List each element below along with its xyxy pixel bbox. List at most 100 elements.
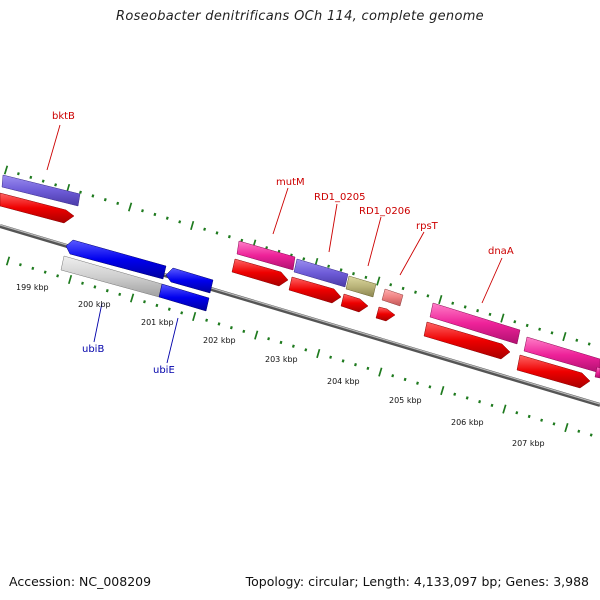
tick-bottom-minor-32: [403, 377, 407, 382]
leader-rpsT: [399, 231, 425, 276]
tick-bottom-major-45: [564, 423, 569, 433]
leader-ubiB: [93, 302, 103, 343]
gene-ubiE-arrow[interactable]: [165, 267, 214, 294]
tick-bottom-minor-11: [143, 300, 146, 304]
tick-top-minor-2: [29, 175, 33, 180]
tick-bottom-minor-33: [416, 381, 419, 385]
tick-bottom-minor-27: [341, 359, 345, 363]
tick-top-minor-14: [178, 220, 182, 224]
tick-top-minor-17: [215, 231, 219, 235]
label-RD1_0205: RD1_0205: [314, 192, 365, 203]
tick-bottom-major-30: [378, 367, 383, 377]
tick-top-minor-36: [451, 301, 455, 305]
tick-top-minor-8: [103, 197, 107, 202]
gene-rpsT-arrow[interactable]: [375, 306, 396, 322]
tick-top-minor-27: [339, 268, 343, 272]
tick-top-minor-26: [327, 264, 331, 268]
kbp-label-200: 200 kbp: [78, 300, 111, 309]
leader-mutM: [272, 187, 289, 235]
tick-bottom-minor-13: [167, 307, 171, 311]
leader-dnaA: [481, 257, 503, 304]
gene-track-bottom: [60, 239, 214, 312]
tick-bottom-major-20: [254, 330, 259, 340]
tick-top-minor-44: [550, 331, 554, 335]
gene-labels: bktB mutM RD1_0205 RD1_0206 rpsT dnaA ub…: [52, 111, 514, 376]
tick-top-minor-43: [538, 327, 542, 331]
tick-top-minor-41: [513, 320, 517, 324]
tick-top-minor-19: [240, 238, 244, 243]
gene-RD1_0205-box[interactable]: [293, 258, 349, 288]
tick-bottom-minor-22: [279, 340, 283, 345]
tick-top-major-45: [562, 332, 567, 342]
tick-bottom-minor-19: [242, 329, 246, 334]
gene-ubiB-arrow[interactable]: [65, 239, 167, 280]
tick-bottom-minor-28: [354, 362, 357, 367]
tick-top-major-0: [3, 165, 9, 175]
tick-bottom-minor-36: [453, 392, 457, 396]
tick-track-bottom: [5, 256, 593, 437]
gene-rpsT-box[interactable]: [381, 288, 404, 307]
tick-top-minor-3: [41, 179, 45, 183]
tick-bottom-minor-17: [217, 322, 221, 326]
kbp-label-199: 199 kbp: [16, 283, 49, 292]
tick-bottom-minor-34: [428, 385, 432, 389]
tick-top-major-40: [500, 313, 505, 323]
kbp-label-204: 204 kbp: [327, 377, 360, 386]
tick-top-minor-33: [414, 290, 417, 294]
tick-top-minor-1: [16, 172, 20, 176]
map-title: Roseobacter denitrificans OCh 114, compl…: [116, 9, 484, 24]
leader-ubiE: [166, 317, 179, 364]
gene-next-box[interactable]: [523, 336, 600, 374]
kbp-label-203: 203 kbp: [265, 355, 298, 364]
gene-bktB-box[interactable]: [1, 174, 81, 207]
tick-bottom-minor-43: [540, 418, 544, 422]
tick-top-major-15: [190, 220, 195, 231]
tick-bottom-minor-39: [490, 403, 494, 408]
tick-bottom-minor-37: [465, 396, 469, 400]
tick-bottom-minor-12: [155, 303, 159, 308]
gene-RD1_0206-box[interactable]: [345, 275, 377, 298]
tick-bottom-major-5: [67, 274, 73, 285]
tick-bottom-minor-3: [43, 270, 47, 274]
leader-RD1_0206: [367, 216, 382, 267]
tick-bottom-minor-14: [180, 311, 184, 315]
tick-bottom-minor-29: [366, 366, 370, 371]
gene-mutM-arrow[interactable]: [231, 258, 289, 287]
tick-top-minor-34: [426, 294, 430, 298]
gene-bktB-arrow[interactable]: [0, 192, 75, 224]
gene-edge-box[interactable]: [594, 366, 600, 379]
gene-RD1_0206-arrow[interactable]: [340, 293, 369, 313]
tick-bottom-major-0: [5, 256, 11, 266]
gene-dnaA-box[interactable]: [429, 302, 521, 345]
tick-top-minor-13: [165, 216, 169, 220]
label-rpsT: rpsT: [416, 221, 439, 232]
accession-text: Accession: NC_008209: [9, 574, 152, 589]
tick-bottom-minor-2: [31, 266, 35, 271]
tick-top-minor-42: [525, 323, 529, 328]
gene-dnaA-arrow[interactable]: [423, 321, 511, 360]
kbp-label-206: 206 kbp: [451, 418, 484, 427]
leader-bktB: [46, 124, 61, 171]
gene-track-top: [0, 174, 600, 389]
tick-top-major-10: [127, 202, 133, 212]
kbp-label-202: 202 kbp: [203, 336, 236, 345]
tick-bottom-minor-44: [552, 422, 556, 426]
tick-bottom-minor-8: [105, 288, 109, 293]
tick-bottom-major-15: [192, 311, 197, 322]
gene-next-arrow[interactable]: [516, 354, 591, 389]
tick-top-minor-12: [153, 212, 157, 217]
tick-bottom-minor-38: [478, 399, 482, 404]
tick-top-minor-28: [352, 271, 355, 276]
tick-bottom-major-25: [316, 348, 321, 359]
leader-RD1_0205: [328, 203, 338, 253]
gene-mutM-box[interactable]: [236, 240, 296, 271]
tick-bottom-minor-23: [291, 344, 295, 348]
tick-bottom-minor-47: [589, 433, 593, 437]
tick-top-minor-16: [203, 227, 207, 231]
tick-top-minor-6: [79, 190, 82, 194]
tick-top-minor-38: [476, 308, 480, 313]
gene-RD1_0205-arrow[interactable]: [288, 276, 342, 304]
tick-bottom-major-10: [129, 293, 135, 303]
gene-ubiE-box[interactable]: [158, 283, 210, 312]
